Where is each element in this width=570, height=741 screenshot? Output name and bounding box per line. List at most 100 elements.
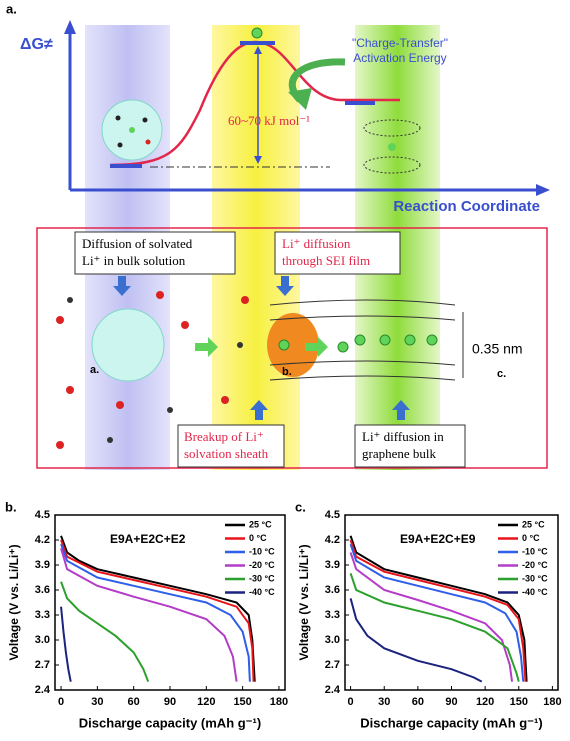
legend-label: 25 °C xyxy=(249,519,272,529)
text-box xyxy=(354,424,466,468)
panel-label: b. xyxy=(5,499,17,514)
sei-film xyxy=(267,313,319,377)
legend-label: -10 °C xyxy=(522,546,548,556)
x-tick-label: 150 xyxy=(510,696,528,708)
arrow-head xyxy=(254,46,262,54)
annotation: Activation Energy xyxy=(353,51,446,65)
legend-label: -40 °C xyxy=(249,587,275,597)
x-tick-label: 30 xyxy=(91,696,103,708)
x-tick-label: 180 xyxy=(543,696,561,708)
y-tick-label: 3.9 xyxy=(325,559,340,571)
box-text: Li⁺ diffusion in xyxy=(362,429,444,444)
energy-curve xyxy=(109,40,400,167)
y-tick-label: 4.2 xyxy=(325,534,340,546)
series-line xyxy=(349,543,525,682)
x-tick-label: 150 xyxy=(233,696,251,708)
y-arrow xyxy=(64,20,76,34)
legend-label: 25 °C xyxy=(522,519,545,529)
x-axis-label: Reaction Coordinate xyxy=(393,198,540,215)
box-text: graphene bulk xyxy=(362,446,437,461)
x-axis-label: Discharge capacity (mAh g⁻¹) xyxy=(360,715,542,730)
molecule xyxy=(115,115,151,148)
series-line xyxy=(349,535,528,682)
y-axis-label: Voltage (V vs. Li/Li⁺) xyxy=(7,544,21,660)
y-tick-label: 2.7 xyxy=(35,659,50,671)
x-tick-label: 120 xyxy=(197,696,215,708)
x-tick-label: 90 xyxy=(445,696,457,708)
legend-label: 0 °C xyxy=(522,533,540,543)
y-axis-label: ΔG≠ xyxy=(20,36,53,53)
panel-label: a. xyxy=(6,1,17,16)
chart-title: E9A+E2C+E9 xyxy=(400,532,476,546)
x-tick-label: 30 xyxy=(378,696,390,708)
y-tick-label: 4.2 xyxy=(35,534,50,546)
y-tick-label: 2.4 xyxy=(325,684,341,696)
li-ions xyxy=(278,334,438,353)
flow-arrow xyxy=(305,337,328,357)
spacing-label: 0.35 nm xyxy=(472,341,523,357)
box-text: Breakup of Li⁺ xyxy=(184,429,264,444)
y-tick-label: 3.3 xyxy=(35,609,50,621)
legend-label: -20 °C xyxy=(522,560,548,570)
graphene-layers xyxy=(269,299,456,381)
series-line xyxy=(349,598,483,683)
series-line xyxy=(60,535,256,682)
x-tick-label: 120 xyxy=(476,696,494,708)
series-line xyxy=(60,539,255,682)
y-tick-label: 2.4 xyxy=(35,684,51,696)
box-text: Diffusion of solvated xyxy=(82,236,193,251)
box-text: through SEI film xyxy=(282,253,370,268)
x-tick-label: 0 xyxy=(58,696,64,708)
site-label: b. xyxy=(282,366,292,378)
legend-label: -20 °C xyxy=(249,560,275,570)
y-tick-label: 3.6 xyxy=(35,584,50,596)
series-line xyxy=(60,548,238,682)
site-label: a. xyxy=(90,364,99,376)
y-tick-label: 3.0 xyxy=(35,634,50,646)
x-tick-label: 90 xyxy=(164,696,176,708)
y-tick-label: 3.9 xyxy=(35,559,50,571)
x-axis-label: Discharge capacity (mAh g⁻¹) xyxy=(79,715,261,730)
legend-label: -10 °C xyxy=(249,546,275,556)
graphene-mini xyxy=(363,119,421,174)
flow-arrow xyxy=(195,337,218,357)
legend-label: -40 °C xyxy=(522,587,548,597)
text-box xyxy=(274,231,401,275)
series-line xyxy=(349,573,520,682)
text-box xyxy=(177,424,285,468)
solvation-sphere xyxy=(91,308,165,382)
series-line xyxy=(60,581,150,683)
x-tick-label: 60 xyxy=(412,696,424,708)
y-axis-label: Voltage (V vs. Li/Li⁺) xyxy=(297,544,311,660)
y-tick-label: 4.5 xyxy=(325,509,340,521)
site-label: c. xyxy=(497,368,506,380)
x-arrow xyxy=(536,184,550,196)
process-frame xyxy=(36,227,548,469)
box-text: solvation sheath xyxy=(184,446,269,461)
series-line xyxy=(60,606,72,682)
series-line xyxy=(60,543,251,682)
energy-label: 60~70 kJ mol⁻¹ xyxy=(228,113,310,128)
annotation: "Charge-Transfer" xyxy=(352,36,448,50)
y-tick-label: 4.5 xyxy=(35,509,50,521)
legend-label: -30 °C xyxy=(249,573,275,583)
box-text: Li⁺ in bulk solution xyxy=(82,253,186,268)
li-ion xyxy=(251,27,263,39)
y-tick-label: 3.6 xyxy=(325,584,340,596)
box-text: Li⁺ diffusion xyxy=(282,236,351,251)
arrow-head xyxy=(254,156,262,164)
molecules xyxy=(56,291,249,449)
series-line xyxy=(349,552,514,682)
text-box xyxy=(74,231,236,275)
arrow-head xyxy=(288,88,312,110)
x-tick-label: 60 xyxy=(128,696,140,708)
series-line xyxy=(349,539,527,682)
legend-label: -30 °C xyxy=(522,573,548,583)
y-tick-label: 2.7 xyxy=(325,659,340,671)
down-arrows xyxy=(113,276,410,420)
panel-label: c. xyxy=(295,499,306,514)
legend-label: 0 °C xyxy=(249,533,267,543)
y-tick-label: 3.0 xyxy=(325,634,340,646)
y-tick-label: 3.3 xyxy=(325,609,340,621)
